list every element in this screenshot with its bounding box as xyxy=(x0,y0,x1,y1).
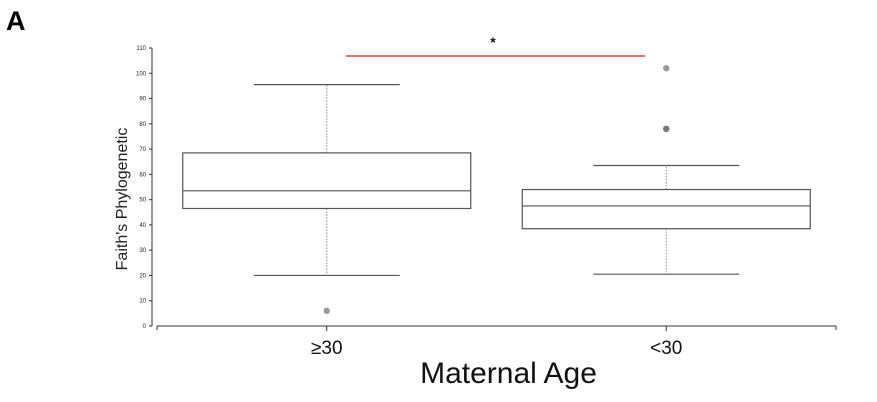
y-tick-label: 100 xyxy=(136,71,147,77)
y-tick-label: 0 xyxy=(143,324,147,330)
y-tick-label: 110 xyxy=(136,46,146,52)
y-axis-title: Faith's Phylogenetic xyxy=(114,128,131,271)
y-tick-label: 10 xyxy=(139,299,146,305)
y-tick-label: 70 xyxy=(139,147,146,153)
y-tick-label: 90 xyxy=(139,97,146,103)
y-tick-label: 20 xyxy=(139,273,146,279)
significance-star: * xyxy=(490,34,496,50)
x-tick-label: ≥30 xyxy=(311,338,343,359)
y-tick-label: 40 xyxy=(139,223,146,229)
box-iqr xyxy=(521,188,811,230)
x-tick-label: <30 xyxy=(650,338,682,359)
y-tick-label: 50 xyxy=(139,198,146,204)
y-tick-label: 60 xyxy=(139,172,146,178)
outlier-point xyxy=(663,65,670,72)
y-tick-label: 80 xyxy=(139,122,146,128)
box-iqr xyxy=(182,152,472,210)
x-axis-title: Maternal Age xyxy=(420,357,597,390)
panel-label: A xyxy=(6,6,26,36)
y-tick-label: 30 xyxy=(139,248,146,254)
outlier-point xyxy=(663,125,670,133)
outlier-point xyxy=(323,307,330,315)
